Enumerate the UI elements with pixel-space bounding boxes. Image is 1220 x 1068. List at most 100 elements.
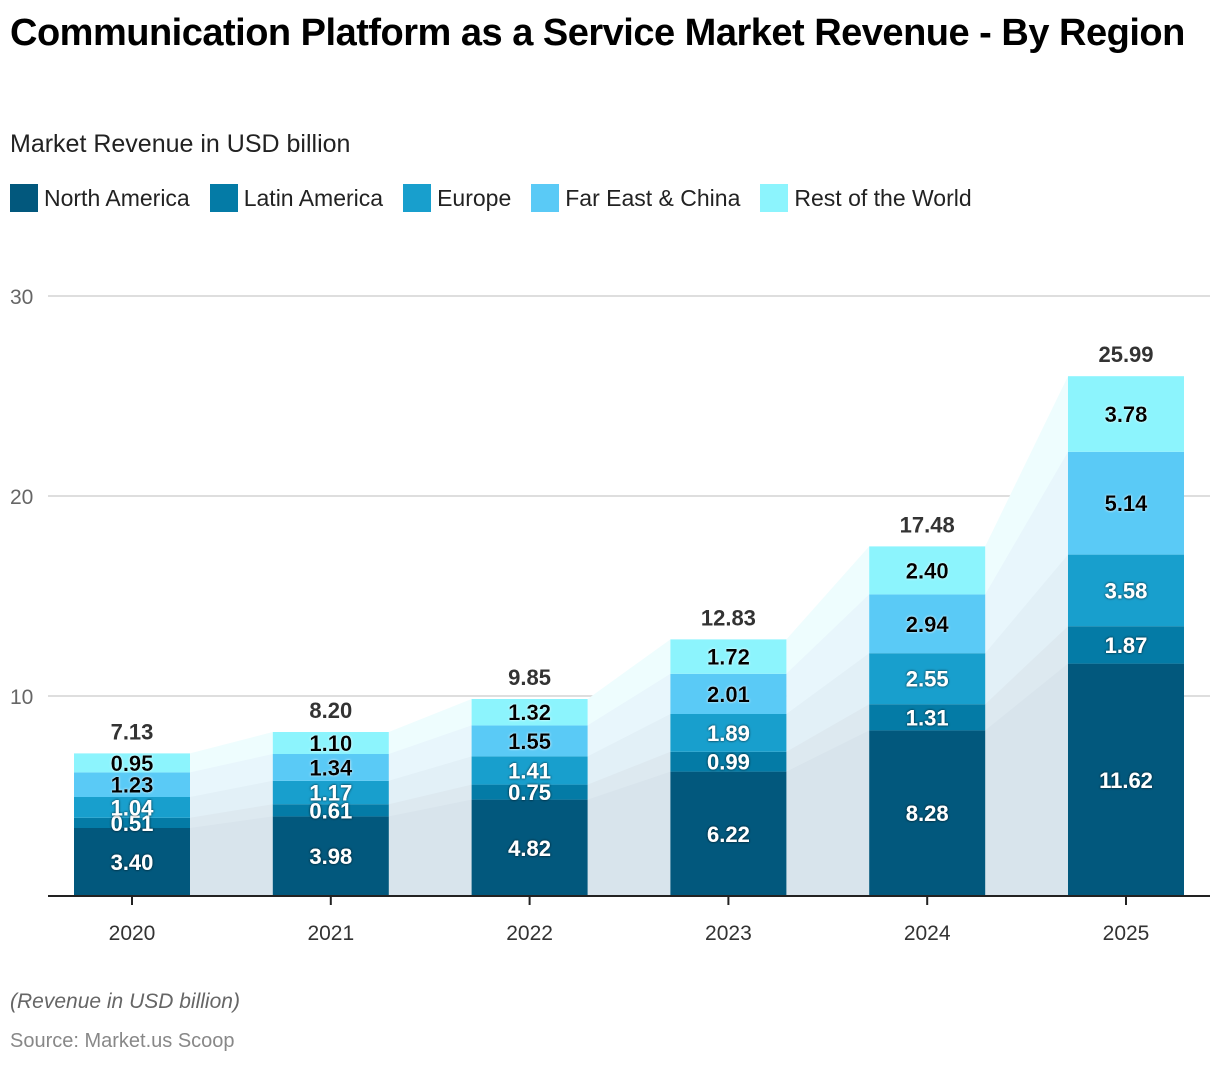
legend-item-north-america[interactable]: North America — [10, 184, 190, 212]
bar-segment-north-america[interactable] — [869, 730, 986, 896]
bar-segment-north-america[interactable] — [74, 828, 190, 896]
segment-value-label: 1.87 — [1105, 633, 1148, 658]
bar-segment-north-america[interactable] — [670, 771, 787, 896]
segment-value-label: 0.95 — [111, 751, 154, 776]
y-tick-label: 30 — [10, 286, 33, 309]
bar-segment-rest-of-the-world[interactable] — [869, 546, 986, 595]
segment-value-label: 2.55 — [906, 667, 949, 692]
bar-segment-north-america[interactable] — [272, 816, 389, 896]
bar-segment-far-east-china[interactable] — [670, 673, 787, 714]
legend-label: Far East & China — [565, 184, 741, 211]
bar-segment-latin-america[interactable] — [471, 784, 588, 800]
total-value-label: 8.20 — [309, 698, 352, 723]
connector-band-north-america — [786, 730, 870, 896]
legend-swatch — [760, 184, 789, 212]
bar-segment-north-america[interactable] — [1068, 663, 1184, 896]
chart-title: Communication Platform as a Service Mark… — [10, 12, 1185, 54]
bar-segment-far-east-china[interactable] — [869, 594, 986, 654]
footer-source: Source: Market.us Scoop — [10, 1030, 235, 1052]
segment-value-label: 3.40 — [111, 850, 154, 875]
segment-value-label: 1.04 — [111, 795, 155, 820]
segment-value-label: 1.34 — [309, 755, 353, 780]
segment-value-label: 2.01 — [707, 682, 750, 707]
legend-item-rest-of-world[interactable]: Rest of the World — [760, 184, 972, 212]
legend-label: Europe — [437, 184, 512, 211]
bar-segment-latin-america[interactable] — [1068, 626, 1184, 664]
segment-value-label: 0.51 — [111, 811, 154, 836]
segment-value-label: 0.75 — [508, 780, 551, 805]
segment-value-label: 6.22 — [707, 822, 750, 847]
segment-value-label: 3.98 — [309, 844, 352, 869]
legend-label: North America — [44, 184, 190, 211]
value-labels: 3.40 0.511.041.230.95 7.13 3.98 0.611.171.34… — [111, 342, 1154, 875]
segment-value-label: 1.32 — [508, 700, 551, 725]
bar-segment-europe[interactable] — [471, 756, 588, 785]
segment-value-label: 0.99 — [707, 750, 750, 775]
legend-item-europe[interactable]: Europe — [403, 184, 511, 212]
segment-value-label: 2.94 — [906, 612, 950, 637]
segment-value-label: 1.72 — [707, 645, 750, 670]
segment-value-label: 3.58 — [1105, 578, 1148, 603]
bar-segment-rest-of-the-world[interactable] — [272, 732, 389, 754]
x-tick-label: 2024 — [904, 922, 951, 945]
legend-swatch — [209, 184, 238, 212]
bar-segment-far-east-china[interactable] — [74, 772, 190, 797]
x-tick-label: 2021 — [307, 922, 354, 945]
segment-value-label: 1.23 — [111, 773, 154, 798]
chart-subtitle: Market Revenue in USD billion — [10, 130, 351, 158]
y-tick-label: 10 — [10, 686, 33, 709]
total-value-label: 12.83 — [701, 605, 756, 630]
legend-item-latin-america[interactable]: Latin America — [209, 184, 384, 212]
connector-band-north-america — [190, 816, 273, 896]
legend-swatch — [531, 184, 560, 212]
segment-value-label: 1.17 — [309, 781, 352, 806]
bar-segment-latin-america[interactable] — [869, 704, 986, 731]
segment-value-label: 4.82 — [508, 836, 551, 861]
bar-segment-rest-of-the-world[interactable] — [471, 699, 588, 726]
bar-segment-europe[interactable] — [1068, 554, 1184, 627]
x-tick-label: 2023 — [705, 922, 752, 945]
bar-segment-rest-of-the-world[interactable] — [670, 639, 787, 674]
segment-value-label: 1.41 — [508, 759, 551, 784]
segment-value-label: 8.28 — [906, 801, 949, 826]
total-value-label: 17.48 — [900, 512, 955, 537]
bar-segment-europe[interactable] — [272, 780, 389, 805]
total-value-label: 9.85 — [508, 665, 551, 690]
bar-segment-latin-america[interactable] — [272, 804, 389, 817]
segment-value-label: 1.55 — [508, 729, 551, 754]
bar-segment-far-east-china[interactable] — [1068, 451, 1184, 555]
bar-segment-europe[interactable] — [74, 797, 190, 818]
connector-band-north-america — [388, 799, 472, 896]
bar-segment-latin-america[interactable] — [670, 751, 787, 772]
bar-segment-rest-of-the-world[interactable] — [1068, 376, 1184, 452]
bars — [74, 376, 1184, 896]
bar-segment-europe[interactable] — [869, 653, 986, 705]
segment-value-label: 1.89 — [707, 721, 750, 746]
bar-segment-north-america[interactable] — [471, 799, 588, 896]
x-tick-label: 2022 — [506, 922, 553, 945]
bar-segment-far-east-china[interactable] — [272, 754, 389, 781]
legend-item-far-east-china[interactable]: Far East & China — [531, 184, 740, 212]
connector-bands — [190, 376, 1068, 896]
bar-segment-europe[interactable] — [670, 714, 787, 752]
x-tick-label: 2025 — [1103, 922, 1150, 945]
legend-swatch — [403, 184, 432, 212]
segment-value-label: 0.61 — [309, 798, 352, 823]
total-value-label: 25.99 — [1098, 342, 1153, 367]
legend-label: Rest of the World — [794, 184, 972, 211]
x-tick-label: 2020 — [109, 922, 156, 945]
bar-segment-latin-america[interactable] — [74, 817, 190, 828]
segment-value-label: 11.62 — [1099, 768, 1153, 793]
bar-segment-rest-of-the-world[interactable] — [74, 753, 190, 773]
y-tick-label: 20 — [10, 486, 33, 509]
legend-swatch — [10, 184, 38, 212]
segment-value-label: 2.40 — [906, 558, 949, 583]
segment-value-label: 1.31 — [906, 705, 949, 730]
bar-segment-far-east-china[interactable] — [471, 725, 588, 757]
legend: North America Latin America Europe Far E… — [10, 184, 992, 212]
legend-label: Latin America — [243, 184, 384, 211]
connector-band-north-america — [587, 771, 671, 896]
segment-value-label: 1.10 — [309, 731, 352, 756]
x-axis: 2020 2021 2022 2023 2024 2025 — [48, 895, 1210, 945]
